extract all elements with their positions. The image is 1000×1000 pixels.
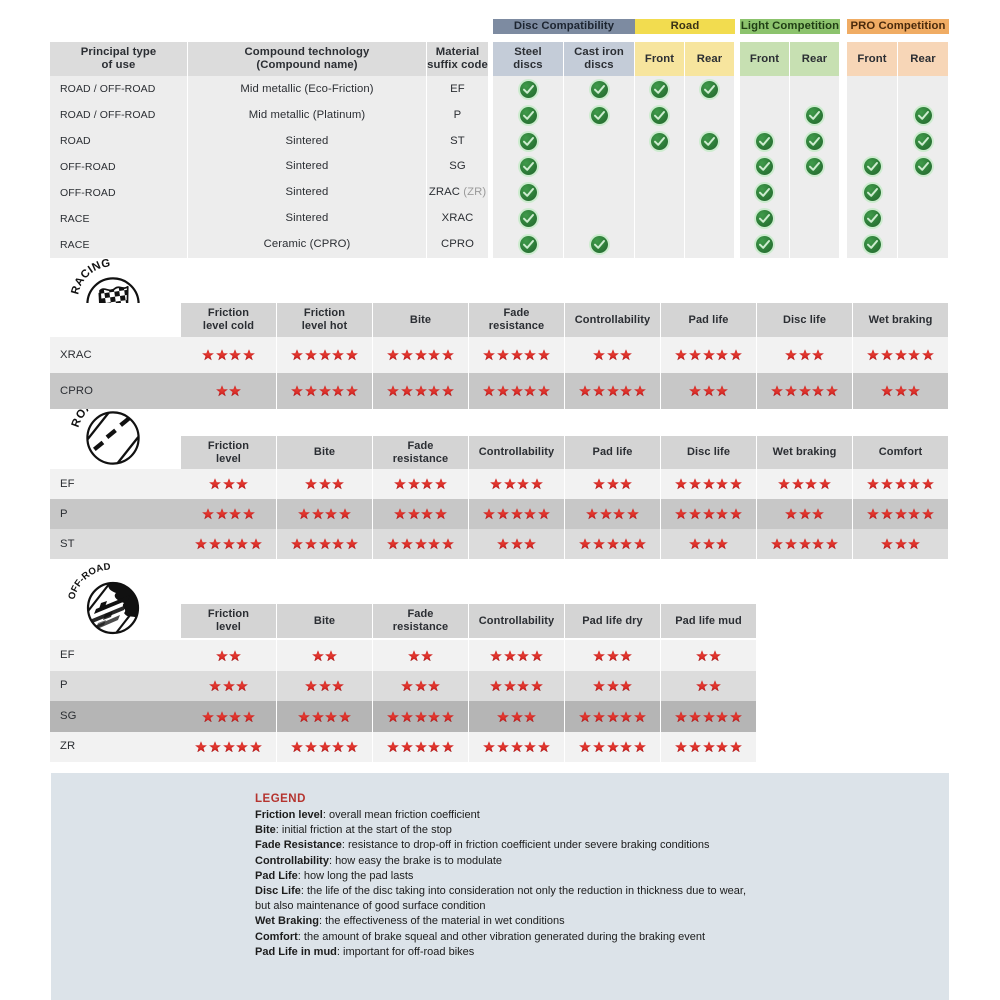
svg-text:OFF-ROAD: OFF-ROAD [68,563,111,601]
